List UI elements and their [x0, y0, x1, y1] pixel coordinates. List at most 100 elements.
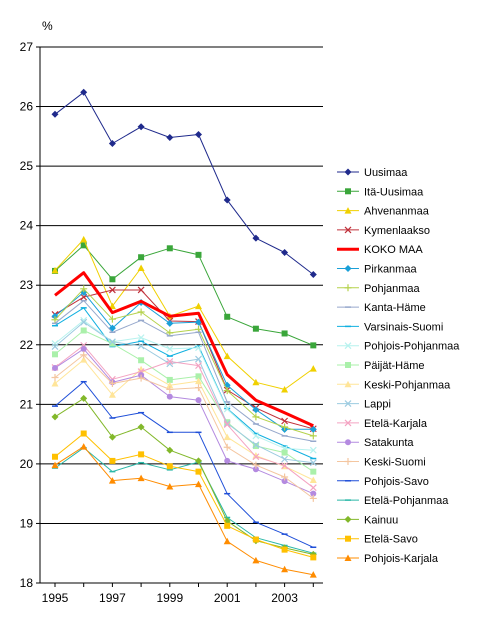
data-point — [80, 356, 88, 363]
data-point — [108, 433, 116, 441]
x-tick-label: 2001 — [214, 591, 241, 605]
data-point — [166, 134, 174, 142]
series-keski-suomi — [51, 351, 317, 502]
data-point — [108, 391, 116, 398]
legend-label: Satakunta — [364, 437, 414, 449]
series-line — [54, 307, 314, 459]
data-point — [309, 425, 317, 433]
series-pohjois-savo — [52, 380, 317, 549]
series-uusimaa — [51, 88, 317, 279]
data-point — [108, 379, 116, 387]
data-point — [252, 432, 260, 440]
series-line — [54, 238, 314, 390]
legend-label: Varsinais-Suomi — [364, 321, 443, 333]
data-point — [195, 384, 202, 392]
series-pohjois-karjala — [51, 443, 317, 578]
legend-item: Lappi — [337, 399, 391, 411]
data-point — [223, 421, 231, 429]
data-point — [51, 379, 59, 387]
data-point — [195, 131, 202, 139]
data-point — [137, 423, 145, 431]
data-point — [252, 234, 260, 242]
legend-item: Pohjois-Karjala — [337, 553, 439, 565]
data-point — [80, 316, 88, 324]
data-point — [80, 430, 87, 437]
data-point — [195, 457, 202, 465]
data-point — [80, 327, 87, 334]
y-tick-label: 22 — [20, 338, 34, 352]
data-point — [195, 355, 202, 363]
data-point — [108, 286, 116, 294]
y-tick-label: 24 — [20, 219, 34, 233]
legend-marker — [344, 226, 352, 234]
data-point — [309, 571, 317, 578]
legend-label: Etelä-Karjala — [364, 418, 428, 430]
legend-item: KOKO MAA — [337, 244, 423, 256]
legend-label: Etelä-Savo — [364, 534, 418, 546]
legend-marker — [344, 419, 352, 427]
data-point — [80, 351, 88, 359]
legend-label: Pohjois-Savo — [364, 476, 429, 488]
data-point — [252, 453, 260, 461]
data-point — [52, 365, 58, 372]
legend-label: Itä-Uusimaa — [364, 186, 424, 198]
legend-label: Ahvenanmaa — [364, 206, 430, 218]
data-point — [80, 443, 88, 450]
data-point — [281, 462, 289, 470]
data-point — [51, 374, 59, 382]
legend-item: Kanta-Häme — [337, 302, 426, 314]
data-point — [137, 474, 145, 482]
gridlines — [40, 46, 323, 524]
data-point — [137, 264, 145, 271]
series-line — [54, 288, 314, 437]
data-point — [281, 248, 289, 256]
series-koko-maa — [54, 271, 314, 428]
data-point — [309, 484, 317, 492]
data-point — [51, 343, 59, 350]
y-tick-labels: 18 19 20 21 22 23 24 25 26 27 — [20, 40, 40, 590]
data-point — [252, 406, 260, 414]
data-point — [224, 457, 231, 464]
data-point — [166, 385, 174, 393]
legend-label: Päijät-Häme — [364, 360, 425, 372]
data-point — [223, 405, 231, 413]
x-tick-labels: 1995 1997 1999 2001 2003 — [42, 583, 314, 605]
legend-marker — [344, 342, 352, 350]
data-point — [138, 357, 145, 364]
data-point — [80, 285, 88, 293]
legend-label: KOKO MAA — [364, 244, 423, 256]
legend-label: Pohjois-Karjala — [364, 553, 439, 565]
data-point — [195, 377, 202, 385]
series-line — [54, 381, 314, 548]
data-point — [109, 276, 116, 283]
legend-marker — [344, 554, 352, 561]
data-point — [166, 345, 174, 353]
legend-marker — [344, 515, 352, 523]
data-point — [52, 351, 58, 358]
data-point — [80, 318, 88, 326]
y-tick-label: 23 — [20, 278, 34, 292]
legend-label: Lappi — [364, 399, 391, 411]
data-point — [281, 423, 289, 431]
data-point — [310, 342, 317, 349]
legend-item: Pirkanmaa — [337, 264, 417, 276]
legend-item: Etelä-Pohjanmaa — [337, 495, 449, 507]
data-point — [137, 286, 145, 294]
series-line — [54, 321, 314, 464]
y-tick-label: 21 — [20, 397, 34, 411]
data-point — [309, 365, 317, 372]
data-point — [309, 446, 317, 454]
legend-item: Uusimaa — [337, 167, 408, 179]
data-point — [108, 302, 116, 310]
data-point — [281, 449, 288, 456]
data-point — [138, 254, 145, 261]
legend-item: Etelä-Savo — [337, 534, 418, 546]
data-point — [166, 393, 173, 400]
data-point — [223, 196, 231, 204]
data-point — [195, 468, 202, 475]
data-point — [252, 441, 260, 449]
data-point — [109, 340, 116, 347]
data-point — [166, 446, 174, 454]
legend-item: Varsinais-Suomi — [337, 321, 443, 333]
